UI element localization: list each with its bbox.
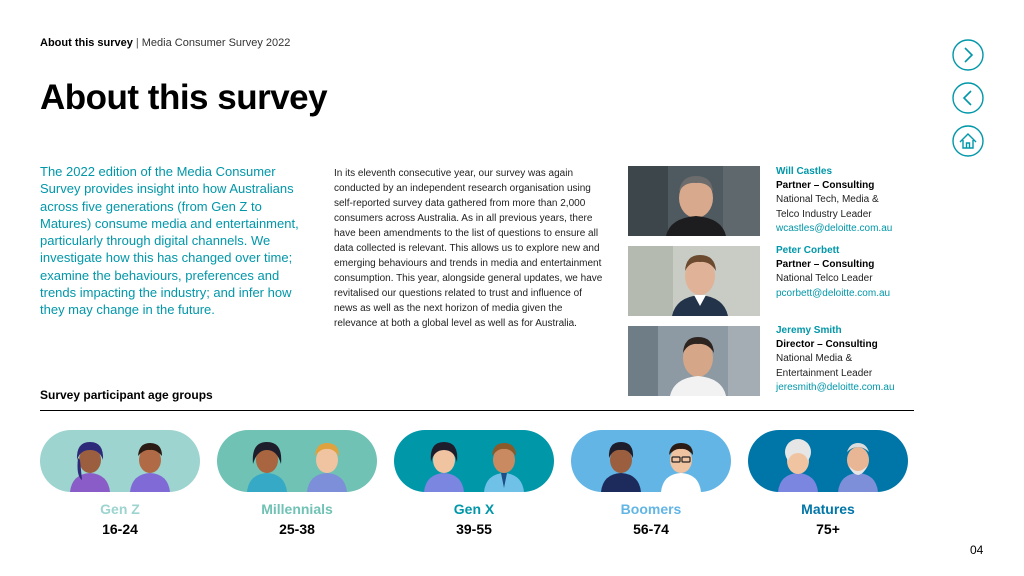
age-group-name: Gen X — [453, 501, 495, 517]
photo-will-castles — [628, 166, 760, 236]
millennials-illustration — [217, 430, 377, 492]
divider — [40, 410, 914, 411]
chevron-right-icon — [952, 39, 984, 71]
breadcrumb-current: About this survey — [40, 37, 133, 49]
breadcrumb-document[interactable]: Media Consumer Survey 2022 — [141, 37, 291, 49]
age-group-name: Boomers — [620, 501, 682, 517]
contact-description: National Telco Leader — [776, 273, 873, 285]
home-icon — [952, 125, 984, 157]
contact-name: Will Castles — [776, 166, 833, 177]
contact-name: Peter Corbett — [776, 245, 840, 256]
contact-description: Telco Industry Leader — [776, 208, 872, 220]
contact-jeremy-smith: Jeremy Smith Director – Consulting Natio… — [776, 324, 926, 395]
contact-name: Jeremy Smith — [776, 325, 842, 336]
body-paragraph: In its eleventh consecutive year, our su… — [334, 168, 603, 329]
contact-email-link[interactable]: wcastles@deloitte.com.au — [776, 222, 893, 234]
intro-paragraph: The 2022 edition of the Media Consumer S… — [40, 164, 299, 318]
contact-email-link[interactable]: pcorbett@deloitte.com.au — [776, 287, 891, 299]
contact-description: Entertainment Leader — [776, 367, 873, 379]
page-title: About this survey — [40, 78, 328, 117]
next-page-button[interactable] — [952, 39, 984, 71]
age-group-name: Millennials — [261, 501, 333, 517]
gen-x-illustration — [394, 430, 554, 492]
breadcrumb-separator: | — [135, 37, 139, 49]
photo-peter-corbett — [628, 246, 760, 316]
contact-peter-corbett: Peter Corbett Partner – Consulting Natio… — [776, 244, 926, 301]
age-group-matures: Matures 75+ — [748, 430, 908, 537]
page-number: 04 — [970, 543, 984, 557]
age-group-range: 56-74 — [633, 521, 669, 537]
gen-z-illustration — [40, 430, 200, 492]
age-group-range: 39-55 — [456, 521, 492, 537]
contact-description: National Media & — [776, 353, 853, 365]
age-group-range: 16-24 — [102, 521, 138, 537]
age-group-boomers: Boomers 56-74 — [571, 430, 731, 537]
matures-illustration — [748, 430, 908, 492]
age-group-range: 75+ — [816, 521, 840, 537]
age-group-millennials: Millennials 25-38 — [217, 430, 377, 537]
contact-role: Partner – Consulting — [776, 259, 875, 271]
boomers-illustration — [571, 430, 731, 492]
home-button[interactable] — [952, 125, 984, 157]
previous-page-button[interactable] — [952, 82, 984, 114]
contact-description: National Tech, Media & — [776, 194, 879, 206]
age-groups-title: Survey participant age groups — [40, 388, 213, 402]
age-group-name: Matures — [801, 501, 855, 517]
age-group-name: Gen Z — [100, 501, 140, 517]
photo-jeremy-smith — [628, 326, 760, 396]
breadcrumb: About this survey | Media Consumer Survey … — [40, 37, 290, 49]
age-group-gen-x: Gen X 39-55 — [394, 430, 554, 537]
contact-role: Partner – Consulting — [776, 180, 875, 192]
age-group-range: 25-38 — [279, 521, 315, 537]
age-group-gen-z: Gen Z 16-24 — [40, 430, 200, 537]
contact-email-link[interactable]: jeresmith@deloitte.com.au — [776, 381, 895, 393]
contact-role: Director – Consulting — [776, 339, 878, 351]
contact-will-castles: Will Castles Partner – Consulting Nation… — [776, 165, 926, 236]
chevron-left-icon — [952, 82, 984, 114]
